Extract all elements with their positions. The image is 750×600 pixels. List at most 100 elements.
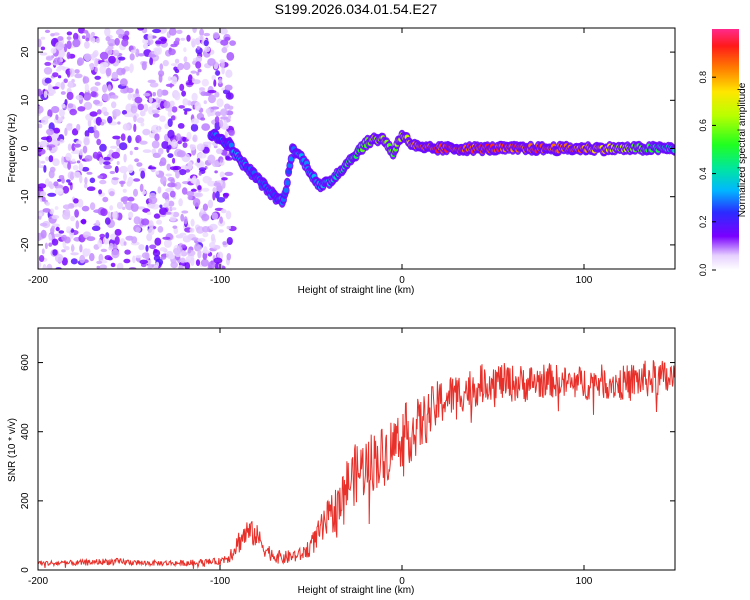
snr-y-label: SNR (10 * v/v) (7, 418, 18, 482)
y-tick-label: 0 (20, 567, 31, 573)
spectrogram-noise-blob (103, 156, 111, 161)
spectrogram-noise-blob (45, 56, 54, 61)
spectrogram-noise-blob (211, 75, 217, 81)
spectrogram-noise-blob (99, 264, 107, 269)
spectrogram-noise-blob (63, 78, 68, 84)
spectrogram-noise-blob (171, 75, 178, 85)
spectrogram-noise-blob (138, 244, 145, 251)
spectrogram-noise-blob (39, 52, 48, 56)
spectrogram-noise-blob (56, 137, 61, 141)
spectrogram-noise-blob (195, 259, 201, 266)
snr-x-ticks: -200 -100 0 100 (28, 328, 593, 587)
spectrogram-noise-blob (197, 68, 202, 73)
spectrogram-noise-blob (71, 244, 75, 253)
spectrogram-noise-blob (197, 185, 202, 191)
spectrogram-noise-blob (183, 61, 191, 71)
spectrogram-noise-blob (152, 28, 162, 34)
spectrogram-noise-blob (124, 249, 131, 255)
spectrogram-noise-blob (192, 134, 198, 143)
spectrogram-noise-blob (227, 115, 232, 120)
spectrogram-noise-blob (214, 170, 218, 174)
spectrogram-noise-blob (109, 170, 116, 175)
colorbar-gradient (712, 29, 739, 270)
spectrogram-noise-blob (147, 166, 157, 170)
spectrogram-noise-blob (71, 158, 76, 162)
spectrogram-noise-blob (129, 53, 135, 61)
spectrogram-noise-blob (139, 259, 148, 265)
spectrogram-noise-blob (129, 150, 133, 156)
spectrogram-noise-blob (183, 108, 192, 112)
spectrogram-noise-blob (213, 182, 221, 188)
spectrogram-noise-blob (102, 174, 107, 179)
spectrogram-noise-blob (107, 84, 112, 92)
spectrogram-noise-blob (105, 232, 110, 239)
spectrogram-noise-blob (86, 186, 96, 191)
spectrogram-noise-blob (74, 143, 81, 148)
spectrogram-noise-blob (133, 178, 141, 182)
spectrogram-ridge-point (287, 163, 293, 169)
spectrogram-noise-blob (182, 136, 187, 142)
spectrogram-noise-blob (122, 198, 128, 205)
spectrogram-noise-blob (61, 249, 66, 253)
spectrogram-noise-blob (54, 233, 62, 238)
spectrogram-noise-blob (157, 148, 164, 155)
spectrogram-noise-blob (173, 227, 179, 235)
spectrogram-noise-blob (197, 158, 201, 163)
spectrogram-noise-blob (41, 196, 46, 202)
spectrogram-noise-blob (209, 223, 218, 231)
spectrogram-noise-blob (155, 261, 160, 268)
spectrogram-noise-blob (162, 236, 171, 240)
spectrogram-noise-blob (89, 62, 95, 71)
spectrogram-noise-blob (159, 204, 163, 209)
spectrogram-noise-blob (139, 110, 146, 117)
spectrogram-noise-blob (216, 148, 223, 155)
spectrogram-noise-blob (168, 28, 177, 36)
spectrogram-noise-blob (180, 213, 185, 222)
spectrogram-noise-blob (52, 86, 60, 90)
spectrogram-noise-blob (83, 53, 92, 62)
spectrogram-noise-blob (196, 143, 205, 152)
spectrogram-noise-blob (66, 179, 71, 183)
spectrogram-noise-blob (38, 123, 43, 129)
spectrogram-noise-blob (222, 241, 227, 246)
spectrogram-noise-blob (115, 28, 125, 36)
spectrogram-noise-blob (66, 51, 71, 60)
spectrogram-noise-blob (174, 58, 180, 64)
y-tick-label: 20 (20, 46, 31, 58)
spectrogram-noise-blob (178, 105, 185, 109)
spectrogram-noise-blob (101, 93, 111, 102)
spectrogram-noise-blob (48, 242, 53, 247)
spectrogram-noise-blob (207, 154, 216, 164)
spectrogram-noise-blob (84, 130, 90, 138)
spectrogram-noise-blob (57, 178, 62, 182)
spectrogram-noise-blob (97, 239, 103, 248)
spectrogram-noise-blob (38, 88, 42, 97)
spectrogram-noise-blob (137, 103, 144, 111)
spectrogram-noise-blob (220, 39, 229, 46)
spectrogram-noise-blob (212, 32, 220, 39)
spectrogram-noise-blob (142, 128, 151, 136)
x-tick-label: 0 (399, 576, 405, 587)
spectrogram-noise-blob (103, 111, 109, 117)
spectrogram-noise-blob (179, 83, 185, 91)
spectrogram-noise-blob (44, 242, 48, 249)
spectrogram-noise-blob (197, 249, 202, 259)
spectrogram-noise-blob (97, 175, 104, 179)
x-tick-label: -200 (28, 576, 48, 587)
snr-y-ticks: 0 200 400 600 (20, 354, 675, 573)
spectrogram-noise-blob (210, 233, 216, 242)
spectrogram-noise-blob (120, 78, 128, 87)
spectrogram-noise-blob (84, 83, 90, 93)
spectrogram-noise-blob (51, 214, 60, 220)
spectrogram-noise-blob (180, 37, 186, 41)
snr-series-line (37, 360, 676, 570)
spectrogram-noise-blob (191, 77, 195, 82)
spectrogram-noise-blob (180, 250, 188, 257)
spectrogram-noise-blob (153, 48, 161, 56)
spectrogram-noise-blob (216, 98, 224, 108)
spectrogram-noise-blob (65, 152, 72, 161)
spectrogram-noise-blob (171, 207, 177, 211)
spectrogram-noise-blob (191, 38, 197, 48)
spectrogram-noise-blob (38, 141, 41, 146)
spectrogram-noise-blob (152, 92, 156, 97)
